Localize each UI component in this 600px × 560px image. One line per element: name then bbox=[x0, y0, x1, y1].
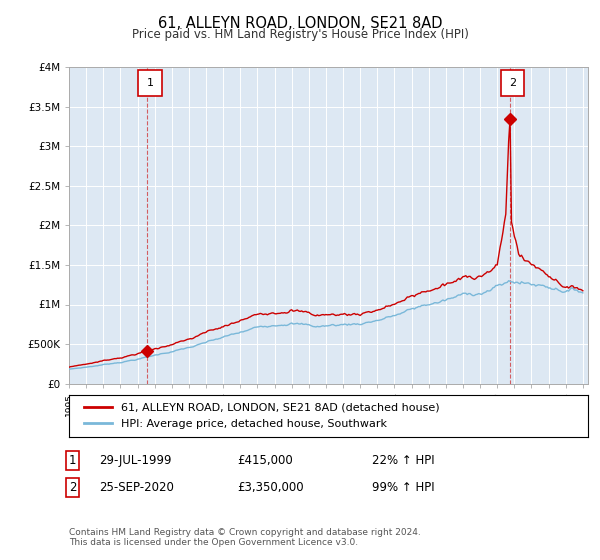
Text: £3,350,000: £3,350,000 bbox=[237, 480, 304, 494]
Text: Price paid vs. HM Land Registry's House Price Index (HPI): Price paid vs. HM Land Registry's House … bbox=[131, 28, 469, 41]
Legend: 61, ALLEYN ROAD, LONDON, SE21 8AD (detached house), HPI: Average price, detached: 61, ALLEYN ROAD, LONDON, SE21 8AD (detac… bbox=[80, 398, 444, 433]
Text: 22% ↑ HPI: 22% ↑ HPI bbox=[372, 454, 434, 467]
Text: 25-SEP-2020: 25-SEP-2020 bbox=[99, 480, 174, 494]
FancyBboxPatch shape bbox=[501, 71, 524, 96]
Text: Contains HM Land Registry data © Crown copyright and database right 2024.
This d: Contains HM Land Registry data © Crown c… bbox=[69, 528, 421, 547]
Text: £415,000: £415,000 bbox=[237, 454, 293, 467]
Text: 2: 2 bbox=[69, 480, 77, 494]
Text: 29-JUL-1999: 29-JUL-1999 bbox=[99, 454, 172, 467]
Text: 2: 2 bbox=[509, 78, 516, 88]
FancyBboxPatch shape bbox=[139, 71, 162, 96]
Text: 1: 1 bbox=[69, 454, 77, 467]
Text: 61, ALLEYN ROAD, LONDON, SE21 8AD: 61, ALLEYN ROAD, LONDON, SE21 8AD bbox=[158, 16, 442, 31]
Text: 99% ↑ HPI: 99% ↑ HPI bbox=[372, 480, 434, 494]
Text: 1: 1 bbox=[146, 78, 154, 88]
